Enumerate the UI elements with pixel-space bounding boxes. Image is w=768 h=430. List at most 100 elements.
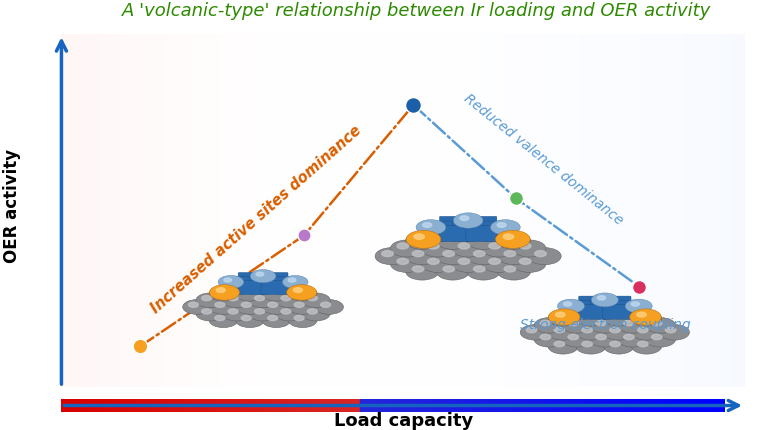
Circle shape [488, 243, 501, 249]
Circle shape [631, 325, 661, 340]
Circle shape [320, 302, 330, 307]
Circle shape [249, 293, 277, 308]
FancyBboxPatch shape [479, 221, 510, 237]
Circle shape [302, 293, 330, 308]
Circle shape [249, 306, 277, 321]
Circle shape [617, 332, 647, 347]
Circle shape [660, 325, 690, 340]
Circle shape [651, 320, 662, 326]
Circle shape [315, 300, 343, 314]
FancyBboxPatch shape [439, 216, 470, 232]
FancyBboxPatch shape [578, 296, 607, 311]
Circle shape [519, 258, 531, 264]
FancyBboxPatch shape [603, 296, 631, 311]
Circle shape [223, 306, 251, 321]
Circle shape [651, 334, 662, 340]
Circle shape [202, 309, 212, 314]
Circle shape [375, 248, 408, 265]
Point [134, 343, 146, 350]
Point [298, 232, 310, 239]
Circle shape [406, 263, 439, 280]
FancyBboxPatch shape [567, 301, 595, 315]
Circle shape [504, 251, 515, 257]
Text: Load capacity: Load capacity [333, 412, 473, 430]
Circle shape [256, 272, 263, 276]
Circle shape [582, 313, 592, 319]
Circle shape [406, 232, 439, 249]
Circle shape [610, 327, 621, 333]
Circle shape [443, 266, 455, 272]
Circle shape [519, 243, 531, 249]
Circle shape [482, 255, 515, 272]
Circle shape [236, 300, 264, 314]
FancyBboxPatch shape [439, 226, 470, 242]
Text: Increased active sites dominance: Increased active sites dominance [148, 123, 364, 316]
Circle shape [196, 293, 224, 308]
Circle shape [548, 310, 578, 326]
Circle shape [604, 338, 634, 354]
FancyBboxPatch shape [578, 304, 607, 319]
Circle shape [562, 318, 592, 333]
Circle shape [452, 255, 485, 272]
Circle shape [268, 316, 278, 321]
Circle shape [558, 299, 584, 313]
FancyBboxPatch shape [426, 221, 457, 237]
Circle shape [610, 313, 621, 319]
Circle shape [254, 309, 264, 314]
Circle shape [497, 223, 506, 227]
Circle shape [286, 285, 316, 300]
Circle shape [474, 251, 485, 257]
Text: Strong electron coupling: Strong electron coupling [519, 318, 690, 332]
Point [633, 283, 645, 290]
Circle shape [217, 288, 225, 292]
Circle shape [275, 293, 304, 308]
Circle shape [275, 306, 304, 321]
Circle shape [210, 285, 240, 300]
Circle shape [630, 309, 661, 325]
Circle shape [382, 251, 393, 257]
Circle shape [293, 288, 303, 292]
FancyBboxPatch shape [603, 304, 631, 319]
Circle shape [414, 234, 425, 240]
Circle shape [428, 258, 439, 264]
Circle shape [202, 295, 212, 301]
Circle shape [637, 312, 646, 317]
Circle shape [268, 302, 278, 307]
Circle shape [397, 243, 409, 249]
Circle shape [540, 320, 551, 326]
Circle shape [262, 286, 290, 301]
Circle shape [495, 230, 530, 248]
Circle shape [236, 286, 264, 301]
Circle shape [513, 255, 546, 272]
Circle shape [498, 232, 531, 249]
FancyBboxPatch shape [250, 276, 276, 291]
Circle shape [631, 338, 661, 354]
Circle shape [564, 302, 571, 306]
Circle shape [241, 302, 251, 307]
Circle shape [535, 251, 546, 257]
Circle shape [548, 325, 578, 340]
FancyBboxPatch shape [261, 281, 288, 295]
Circle shape [665, 327, 676, 333]
Circle shape [624, 334, 634, 340]
Circle shape [236, 313, 264, 328]
FancyBboxPatch shape [591, 301, 619, 315]
Circle shape [307, 295, 317, 301]
Circle shape [412, 266, 424, 272]
FancyBboxPatch shape [466, 216, 497, 232]
Circle shape [215, 302, 225, 307]
Circle shape [491, 220, 520, 235]
Circle shape [631, 302, 639, 306]
FancyBboxPatch shape [261, 273, 288, 286]
Circle shape [460, 216, 469, 221]
Circle shape [262, 313, 290, 328]
Circle shape [540, 334, 551, 340]
Circle shape [562, 332, 592, 347]
Circle shape [582, 327, 592, 333]
Circle shape [223, 293, 251, 308]
Circle shape [604, 310, 634, 326]
Circle shape [188, 302, 198, 307]
FancyBboxPatch shape [614, 301, 643, 315]
Circle shape [289, 300, 317, 314]
Circle shape [498, 248, 531, 265]
